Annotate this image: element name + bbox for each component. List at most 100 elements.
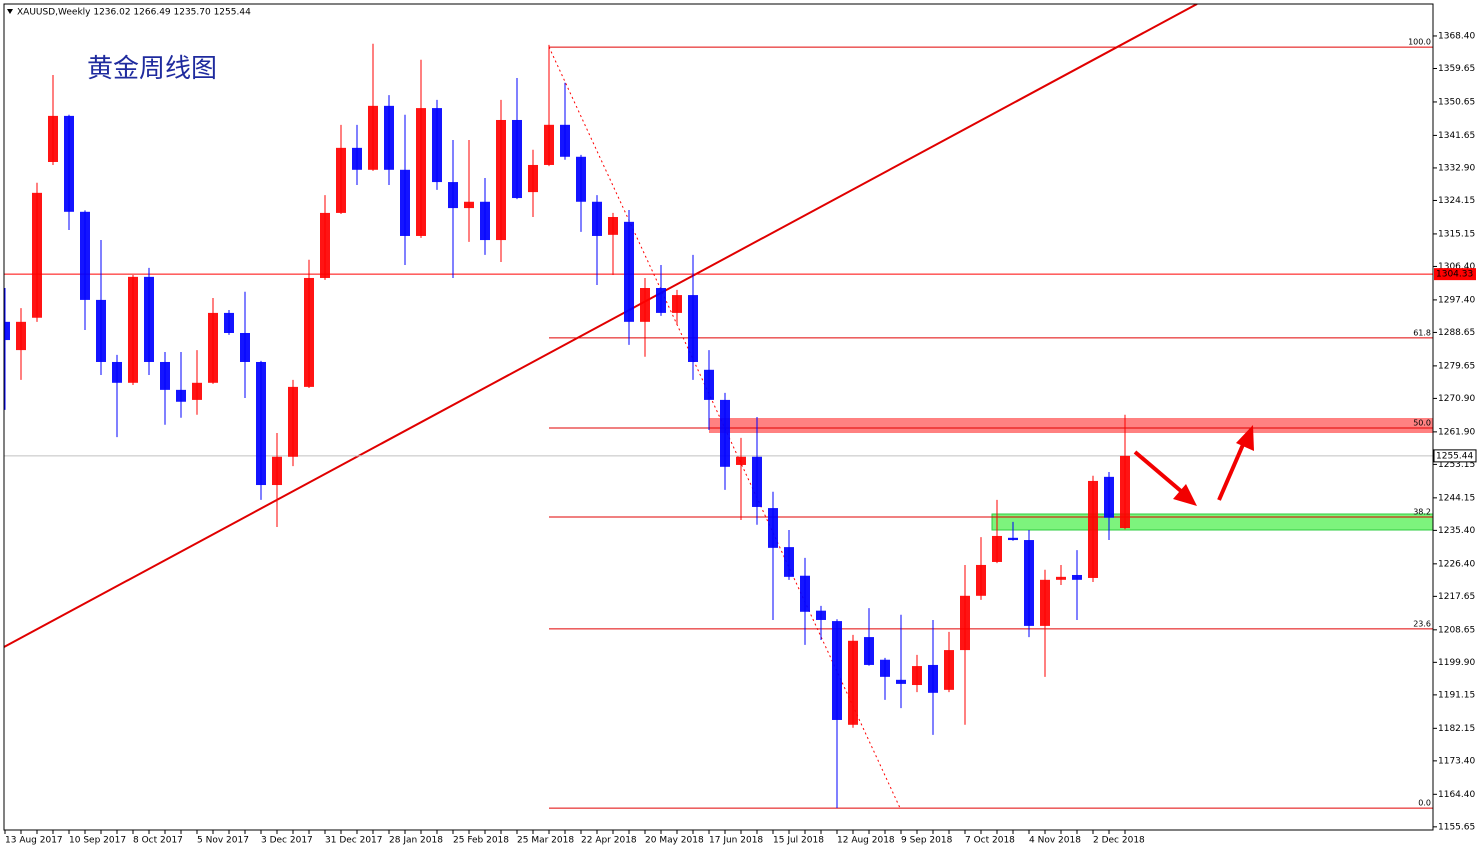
x-tick-label: 25 Feb 2018 (453, 836, 509, 846)
fibo-label: 0.0 (1418, 799, 1431, 808)
x-tick-label: 22 Apr 2018 (581, 836, 637, 846)
candle-body (816, 610, 826, 620)
candle-body (592, 201, 602, 236)
candle-body (640, 288, 650, 322)
y-tick-label: 1253.15 (1438, 460, 1475, 470)
candle-body (192, 382, 202, 400)
candle-body (1024, 540, 1034, 626)
candle-body (928, 664, 938, 693)
candle-body (240, 332, 250, 362)
candle-body (560, 124, 570, 157)
y-tick-label: 1182.15 (1438, 724, 1475, 734)
candle-body (1120, 455, 1130, 529)
candle-body (64, 115, 74, 212)
candle-body (896, 679, 906, 684)
candle-body (432, 108, 442, 183)
y-tick-label: 1279.65 (1438, 361, 1475, 371)
candle-body (1104, 476, 1114, 518)
candle-body (16, 321, 26, 351)
y-tick-label: 1244.15 (1438, 493, 1475, 503)
y-tick-label: 1359.65 (1438, 64, 1475, 74)
candle-body (496, 119, 506, 241)
y-tick-label: 1368.40 (1438, 31, 1475, 41)
y-tick-label: 1270.90 (1438, 394, 1475, 404)
candle-body (736, 456, 746, 465)
candle-body (464, 201, 474, 209)
y-tick-label: 1199.90 (1438, 658, 1475, 668)
candle-body (400, 169, 410, 236)
y-tick-label: 1306.40 (1438, 262, 1475, 272)
x-tick-label: 25 Mar 2018 (517, 836, 574, 846)
chart-header: XAUUSD,Weekly 1236.02 1266.49 1235.70 12… (17, 8, 251, 18)
candle-body (32, 192, 42, 318)
candle-body (528, 164, 538, 193)
x-tick-label: 4 Nov 2018 (1029, 836, 1081, 846)
x-tick-label: 7 Oct 2018 (965, 836, 1015, 846)
menu-icon[interactable] (7, 9, 13, 14)
x-tick-label: 3 Dec 2017 (261, 836, 313, 846)
x-tick-label: 15 Jul 2018 (773, 836, 824, 846)
y-tick-label: 1341.65 (1438, 131, 1475, 141)
candle-body (384, 105, 394, 170)
arrow-up (1217, 439, 1247, 501)
candle-body (176, 389, 186, 402)
candle-body (832, 621, 842, 720)
fibo-label: 100.0 (1408, 38, 1431, 47)
candle-body (544, 124, 554, 165)
candle-body (720, 399, 730, 467)
candle-body (672, 295, 682, 313)
fibo-label: 23.6 (1413, 619, 1431, 628)
y-tick-label: 1315.15 (1438, 229, 1475, 239)
current-price-box (1433, 449, 1477, 463)
candle-body (336, 147, 346, 213)
candle-body (224, 312, 234, 333)
candle-body (624, 221, 634, 322)
x-tick-label: 31 Dec 2017 (325, 836, 383, 846)
candle-body (128, 276, 138, 383)
candle-body (4, 321, 10, 341)
candle-body (320, 212, 330, 278)
resistance-zone (709, 418, 1433, 433)
candle-body (80, 211, 90, 300)
candle-body (48, 115, 58, 162)
x-tick-label: 5 Nov 2017 (197, 836, 249, 846)
candle-body (688, 295, 698, 362)
candle-body (880, 659, 890, 677)
current-price-label: 1255.44 (1436, 451, 1473, 461)
fibo-label: 50.0 (1413, 418, 1431, 427)
candle-body (960, 595, 970, 651)
candle-body (800, 575, 810, 612)
level-price-label: 1304.33 (1436, 270, 1473, 280)
x-tick-label: 20 May 2018 (645, 836, 704, 846)
candle-body (1072, 574, 1082, 580)
y-tick-label: 1155.65 (1438, 822, 1475, 832)
candle-body (1008, 537, 1018, 541)
candle-body (976, 564, 986, 596)
candle-body (656, 288, 666, 313)
y-tick-label: 1235.40 (1438, 526, 1475, 536)
candle-body (768, 508, 778, 548)
candle-body (1088, 480, 1098, 578)
fibo-label: 38.2 (1413, 507, 1431, 516)
arrow-down (1133, 450, 1190, 499)
candle-body (576, 156, 586, 202)
y-tick-label: 1324.15 (1438, 196, 1475, 206)
candle-body (512, 119, 522, 199)
candle-body (704, 369, 714, 400)
x-tick-label: 28 Jan 2018 (389, 836, 443, 846)
y-tick-label: 1297.40 (1438, 295, 1475, 305)
x-tick-label: 17 Jun 2018 (709, 836, 763, 846)
y-tick-label: 1261.90 (1438, 427, 1475, 437)
candle-body (256, 361, 266, 486)
trendline (4, 4, 1198, 648)
y-tick-label: 1226.40 (1438, 559, 1475, 569)
candle-body (848, 640, 858, 725)
fibo-label: 61.8 (1413, 328, 1431, 337)
y-tick-label: 1208.65 (1438, 625, 1475, 635)
candle-body (304, 277, 314, 387)
y-tick-label: 1217.65 (1438, 592, 1475, 602)
y-tick-label: 1173.40 (1438, 756, 1475, 766)
plot-frame (3, 3, 1434, 831)
candle-body (752, 456, 762, 507)
